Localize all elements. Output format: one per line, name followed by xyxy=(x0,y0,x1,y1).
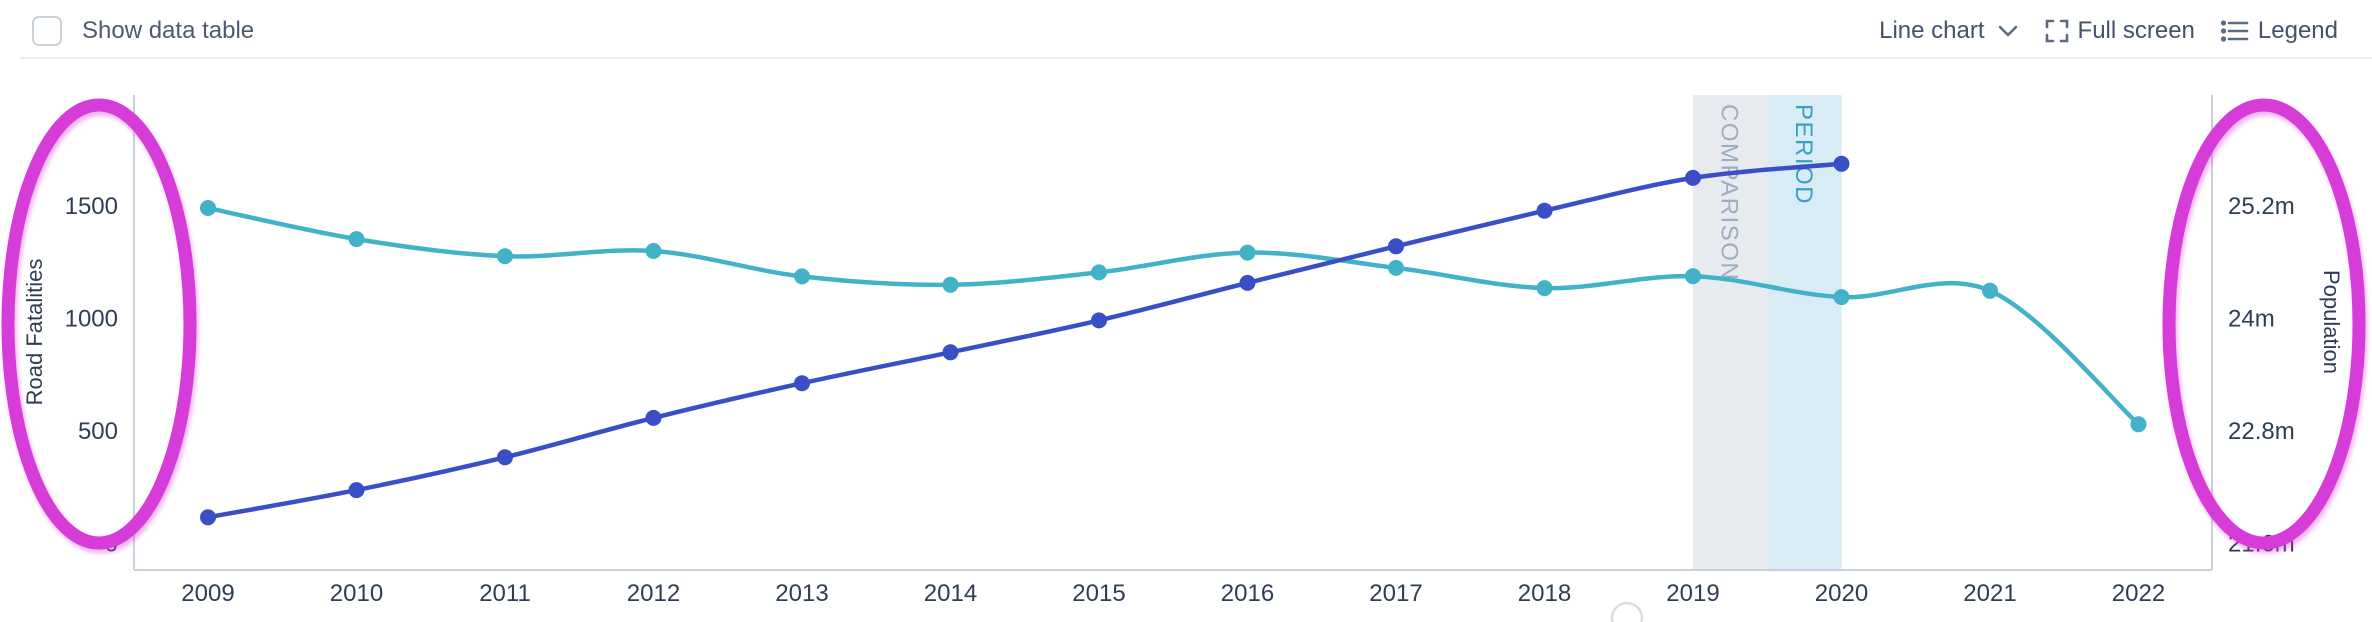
comparison-band-label: COMPARISON xyxy=(1716,104,1743,281)
population-point[interactable] xyxy=(200,509,216,526)
road-fatalities-point[interactable] xyxy=(348,231,365,248)
road-fatalities-point[interactable] xyxy=(1536,280,1553,297)
road-fatalities-point[interactable] xyxy=(1239,244,1256,261)
show-data-table-checkbox[interactable] xyxy=(32,16,62,46)
road-fatalities-point[interactable] xyxy=(942,276,959,293)
legend-label: Legend xyxy=(2257,17,2338,44)
x-axis-tick-label: 2021 xyxy=(1963,580,2016,607)
x-axis-tick-label: 2011 xyxy=(479,580,531,607)
x-axis-tick-label: 2015 xyxy=(1072,580,1125,607)
population-point[interactable] xyxy=(1536,202,1553,219)
left-axis-tick-label: 1500 xyxy=(65,193,118,220)
road-fatalities-point[interactable] xyxy=(200,200,216,216)
x-axis-tick-label: 2013 xyxy=(775,580,828,607)
road-fatalities-point[interactable] xyxy=(497,248,513,265)
road-fatalities-point[interactable] xyxy=(1833,289,1850,306)
left-axis-annotation-ellipse xyxy=(1,98,197,550)
population-point[interactable] xyxy=(1685,169,1701,186)
legend-button[interactable]: Legend xyxy=(2220,17,2338,45)
period-band-label: PERIOD xyxy=(1790,104,1817,205)
population-point[interactable] xyxy=(1388,238,1404,255)
x-axis-tick-label: 2020 xyxy=(1815,580,1868,607)
period-band xyxy=(1767,95,1842,570)
chevron-down-icon xyxy=(1997,24,2019,38)
chart-type-dropdown[interactable]: Line chart xyxy=(1879,17,2018,45)
full-screen-label: Full screen xyxy=(2077,17,2195,44)
population-point[interactable] xyxy=(348,482,365,499)
left-axis-title: Road Fatalities xyxy=(22,259,47,406)
left-axis-tick-label: 500 xyxy=(78,418,118,445)
header-divider xyxy=(20,57,2372,59)
left-axis-tick-label: 1000 xyxy=(65,306,118,333)
road-fatalities-point[interactable] xyxy=(2130,416,2147,433)
x-axis-tick-label: 2019 xyxy=(1666,580,1719,607)
road-fatalities-line xyxy=(205,205,2141,427)
road-fatalities-point[interactable] xyxy=(794,268,810,285)
legend-icon xyxy=(2220,20,2249,42)
x-axis-tick-label: 2010 xyxy=(330,580,383,607)
x-axis-tick-label: 2017 xyxy=(1369,580,1422,607)
x-axis-tick-label: 2018 xyxy=(1518,580,1571,607)
population-point[interactable] xyxy=(1833,155,1850,172)
population-point[interactable] xyxy=(497,449,513,466)
right-axis-annotation-ellipse xyxy=(2162,98,2366,550)
right-axis-tick-label: 24m xyxy=(2228,306,2275,333)
chart-controls: Line chart Full screen Legend xyxy=(1879,14,2338,48)
full-screen-icon xyxy=(2045,19,2069,43)
road-fatalities-point[interactable] xyxy=(1685,268,1701,285)
x-axis-tick-label: 2016 xyxy=(1221,580,1274,607)
x-axis-tick-label: 2009 xyxy=(181,580,234,607)
x-axis-tick-label: 2022 xyxy=(2112,580,2165,607)
population-point[interactable] xyxy=(1091,312,1107,329)
bottom-scroll-handle[interactable] xyxy=(1610,601,1644,622)
road-fatalities-point[interactable] xyxy=(1091,264,1107,281)
road-fatalities-point[interactable] xyxy=(1388,259,1404,276)
population-point[interactable] xyxy=(942,344,959,361)
population-line xyxy=(205,161,1844,520)
right-axis-title: Population xyxy=(2319,270,2344,374)
toolbar: Show data table Line chart Full screen xyxy=(0,0,2372,57)
population-point[interactable] xyxy=(645,409,662,426)
road-fatalities-point[interactable] xyxy=(645,243,662,259)
x-axis-tick-label: 2014 xyxy=(924,580,977,607)
show-data-table-label[interactable]: Show data table xyxy=(82,17,255,44)
road-fatalities-point[interactable] xyxy=(1982,282,1998,299)
chart-type-label: Line chart xyxy=(1879,17,1985,44)
right-axis-tick-label: 25.2m xyxy=(2228,193,2295,220)
population-point[interactable] xyxy=(794,375,810,392)
right-axis-tick-label: 22.8m xyxy=(2228,418,2295,445)
population-point[interactable] xyxy=(1239,274,1256,291)
x-axis-tick-label: 2012 xyxy=(627,580,680,607)
full-screen-button[interactable]: Full screen xyxy=(2045,17,2195,45)
